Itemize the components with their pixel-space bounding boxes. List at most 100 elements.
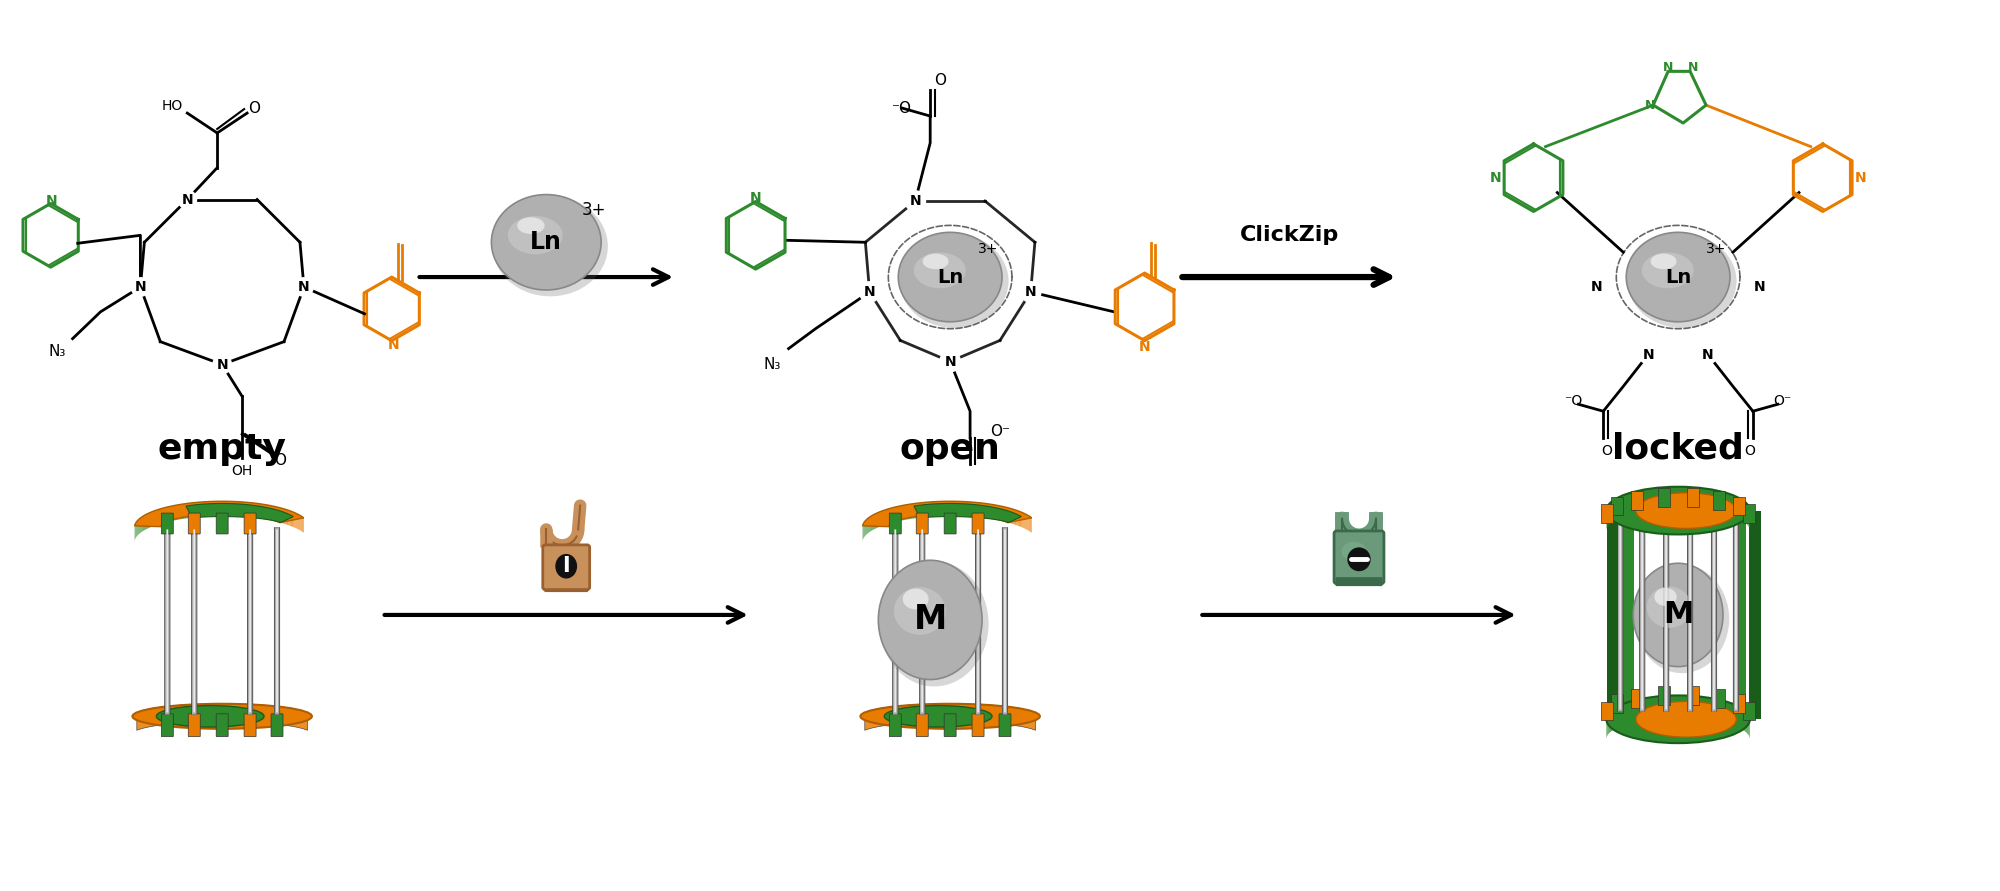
Circle shape (858, 281, 880, 303)
Text: O: O (934, 73, 946, 88)
Polygon shape (1654, 699, 1658, 719)
FancyBboxPatch shape (1732, 519, 1738, 712)
FancyBboxPatch shape (188, 714, 200, 737)
Polygon shape (1714, 689, 1726, 707)
Polygon shape (186, 503, 294, 522)
Ellipse shape (1634, 563, 1722, 666)
Polygon shape (1670, 698, 1674, 718)
Circle shape (1020, 281, 1042, 303)
FancyBboxPatch shape (920, 527, 926, 715)
Polygon shape (1658, 488, 1670, 507)
Polygon shape (1734, 694, 1746, 713)
Bar (1608, 511, 1620, 719)
Polygon shape (1702, 699, 1704, 719)
FancyBboxPatch shape (216, 714, 228, 737)
Polygon shape (1724, 703, 1726, 723)
Text: OH: OH (232, 464, 252, 478)
Polygon shape (1638, 492, 1642, 512)
Text: N: N (1854, 171, 1866, 184)
Text: O: O (1600, 444, 1612, 458)
Polygon shape (1722, 702, 1724, 723)
Ellipse shape (894, 587, 946, 634)
FancyBboxPatch shape (890, 714, 902, 737)
Polygon shape (1694, 490, 1696, 510)
Polygon shape (1644, 700, 1646, 720)
Polygon shape (1636, 701, 1638, 722)
Polygon shape (1720, 493, 1722, 513)
Polygon shape (1718, 493, 1720, 513)
Polygon shape (1632, 494, 1634, 514)
Text: ClickZip: ClickZip (1240, 225, 1338, 245)
FancyBboxPatch shape (1000, 714, 1010, 737)
Polygon shape (1662, 489, 1666, 510)
Ellipse shape (880, 561, 988, 686)
FancyBboxPatch shape (916, 714, 928, 737)
FancyBboxPatch shape (244, 513, 256, 534)
FancyBboxPatch shape (162, 513, 174, 534)
Polygon shape (1630, 703, 1632, 723)
Text: O: O (1744, 444, 1756, 458)
Polygon shape (1674, 698, 1676, 718)
Polygon shape (1720, 702, 1722, 722)
Text: Ln: Ln (530, 230, 562, 254)
Text: 3+: 3+ (1706, 242, 1726, 257)
Polygon shape (1668, 698, 1670, 718)
Text: ⁻O: ⁻O (892, 101, 912, 116)
Polygon shape (1638, 701, 1642, 721)
FancyBboxPatch shape (542, 545, 590, 590)
Polygon shape (1630, 495, 1632, 515)
Ellipse shape (900, 234, 1008, 328)
FancyBboxPatch shape (972, 513, 984, 534)
Bar (1734, 511, 1746, 719)
Polygon shape (1666, 698, 1668, 718)
Polygon shape (1682, 698, 1686, 718)
Polygon shape (1668, 489, 1670, 510)
Polygon shape (1702, 490, 1704, 511)
Text: M: M (914, 603, 946, 636)
Text: N: N (910, 194, 922, 208)
Text: locked: locked (1612, 432, 1744, 466)
FancyBboxPatch shape (188, 513, 200, 534)
Polygon shape (1708, 699, 1710, 720)
Text: N: N (1702, 347, 1714, 362)
Ellipse shape (1636, 493, 1736, 528)
Ellipse shape (884, 706, 992, 727)
FancyBboxPatch shape (1002, 527, 1008, 715)
Polygon shape (1644, 491, 1646, 511)
Ellipse shape (902, 589, 928, 609)
Polygon shape (1654, 490, 1658, 511)
Polygon shape (1658, 699, 1660, 719)
Polygon shape (1712, 700, 1714, 721)
Text: N: N (216, 357, 228, 372)
Ellipse shape (518, 217, 544, 234)
Polygon shape (134, 502, 304, 527)
Ellipse shape (1634, 565, 1730, 674)
FancyBboxPatch shape (274, 527, 280, 715)
Polygon shape (1688, 698, 1690, 718)
Ellipse shape (898, 233, 1002, 322)
Text: N: N (944, 355, 956, 369)
Text: I: I (562, 556, 570, 576)
Ellipse shape (1606, 696, 1750, 743)
Text: 3+: 3+ (978, 242, 998, 257)
FancyBboxPatch shape (916, 513, 928, 534)
FancyBboxPatch shape (1710, 519, 1718, 712)
Circle shape (130, 277, 150, 297)
Polygon shape (1652, 699, 1654, 719)
Ellipse shape (508, 216, 562, 254)
Polygon shape (1642, 492, 1644, 512)
FancyBboxPatch shape (892, 527, 898, 715)
Text: O: O (274, 454, 286, 469)
FancyBboxPatch shape (166, 527, 170, 715)
Text: N: N (1754, 280, 1766, 294)
Ellipse shape (1650, 254, 1676, 269)
Text: N: N (46, 193, 58, 208)
Text: N: N (1646, 99, 1656, 111)
Polygon shape (1658, 490, 1660, 510)
Circle shape (1638, 345, 1658, 364)
Polygon shape (1612, 694, 1624, 713)
Polygon shape (1704, 699, 1708, 720)
Polygon shape (1660, 490, 1662, 510)
Ellipse shape (1626, 233, 1730, 322)
Polygon shape (1712, 492, 1714, 512)
